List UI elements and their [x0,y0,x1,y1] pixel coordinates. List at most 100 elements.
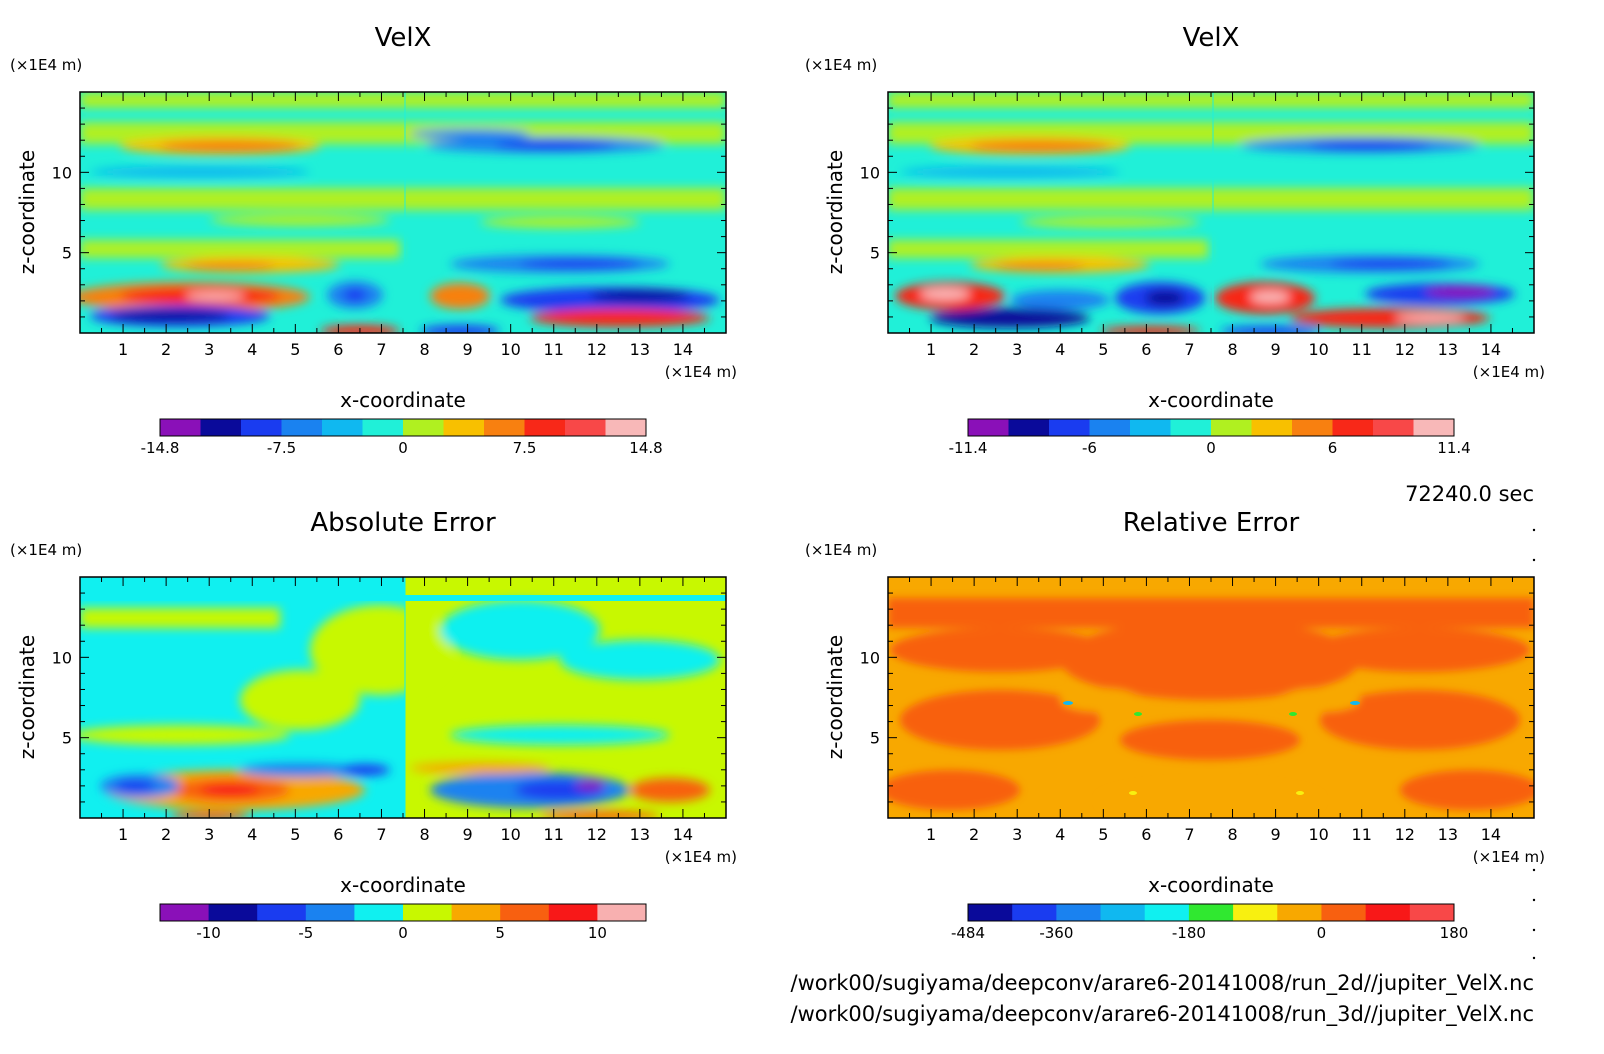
colorbar-swatch [305,904,355,921]
x-tick-label: 7 [376,340,386,359]
colorbar-swatch [160,904,210,921]
colorbar-swatch [484,419,525,436]
colorbar-swatch [548,904,598,921]
x-tick-label: 7 [1184,825,1194,844]
tick-marks [80,577,726,818]
colorbar-swatch [597,904,647,921]
x-tick-label: 5 [290,825,300,844]
y-tick-label: 5 [62,729,72,748]
colorbar-swatch [565,419,606,436]
colorbar-label: -484 [951,924,985,942]
colorbar-label: 14.8 [629,439,662,457]
y-tick-label: 10 [52,163,72,182]
colorbar-swatch [451,904,501,921]
colorbar-frame [159,418,647,437]
panel-title: VelX [375,23,432,53]
dot-marks [1532,528,1536,960]
x-tick-label: 3 [1012,340,1022,359]
x-tick-label: 10 [1308,825,1328,844]
x-tick-label: 4 [247,340,257,359]
y-tick-label: 10 [860,648,880,667]
colorbar-swatch [1211,419,1252,436]
panel-relative-error: Relative Error (×1E4 m) z-coordinate [805,508,1545,942]
x-tick-label: 13 [1438,340,1458,359]
y-tick-label: 5 [62,244,72,263]
y-tick-labels: 5 10 [860,648,880,747]
colorbar-label: -11.4 [949,439,988,457]
y-unit-label: (×1E4 m) [805,541,877,559]
colorbar-swatch [160,419,201,436]
colorbar-swatch [1089,419,1131,436]
x-tick-label: 2 [969,340,979,359]
x-tick-label: 1 [118,825,128,844]
x-tick-label: 11 [1352,825,1372,844]
x-tick-label: 4 [1055,825,1065,844]
x-tick-label: 8 [1227,825,1237,844]
colorbar-swatch [500,904,550,921]
colorbar-swatch [1012,904,1057,921]
x-tick-label: 11 [544,825,564,844]
x-axis-label: x-coordinate [1148,388,1274,412]
colorbar-label: -180 [1172,924,1206,942]
colorbar-label: 0 [398,439,408,457]
colorbar: -484 -360 -180 0 180 [951,903,1468,942]
x-tick-label: 7 [376,825,386,844]
y-axis-label: z-coordinate [15,150,39,274]
colorbar: -14.8 -7.5 0 7.5 14.8 [141,418,663,457]
colorbar-label: 6 [1328,439,1338,457]
file-path-1: /work00/sugiyama/deepconv/arare6-2014100… [791,971,1534,996]
colorbar-label: 11.4 [1437,439,1470,457]
colorbar-swatch [1373,419,1414,436]
colorbar-label: 5 [495,924,505,942]
x-tick-label: 5 [1098,340,1108,359]
tick-marks [888,92,1534,333]
x-tick-label: 2 [161,825,171,844]
colorbar-frame [159,903,647,922]
colorbar-swatch [1170,419,1212,436]
panel-title: Relative Error [1123,508,1300,538]
x-tick-label: 1 [118,340,128,359]
y-tick-labels: 5 10 [52,163,72,262]
x-tick-label: 4 [1055,340,1065,359]
y-axis-label: z-coordinate [823,635,847,759]
colorbar-swatch [354,904,404,921]
colorbar-swatch [1413,419,1455,436]
x-tick-label: 1 [926,825,936,844]
x-tick-labels: 1 2 3 4 5 6 7 8 9 10 11 12 13 14 [118,825,693,844]
x-tick-label: 10 [500,340,520,359]
x-tick-label: 11 [544,340,564,359]
x-tick-labels: 1 2 3 4 5 6 7 8 9 10 11 12 13 14 [118,340,693,359]
x-unit-label: (×1E4 m) [665,363,737,381]
y-tick-label: 10 [52,648,72,667]
x-tick-label: 12 [1395,340,1415,359]
colorbar-swatch [1321,904,1367,921]
colorbar-label: -14.8 [141,439,180,457]
x-tick-label: 13 [630,340,650,359]
colorbar-swatch [968,904,1013,921]
x-tick-label: 14 [673,340,693,359]
x-tick-label: 6 [1141,340,1151,359]
tick-marks [888,577,1534,818]
colorbar-label: -360 [1039,924,1073,942]
colorbar-swatch [257,904,307,921]
x-tick-label: 9 [1271,340,1281,359]
x-tick-label: 6 [1141,825,1151,844]
y-unit-label: (×1E4 m) [10,541,82,559]
contour-field [888,92,1534,333]
x-tick-label: 6 [333,340,343,359]
colorbar-swatch [362,419,404,436]
x-unit-label: (×1E4 m) [665,848,737,866]
x-tick-label: 12 [1395,825,1415,844]
y-tick-label: 5 [870,244,880,263]
colorbar-frame [967,903,1455,922]
contour-field [888,577,1534,818]
x-tick-label: 14 [673,825,693,844]
x-tick-label: 1 [926,340,936,359]
x-unit-label: (×1E4 m) [1473,363,1545,381]
panel-velx-left: VelX (×1E4 m) z-coordinate [10,23,737,457]
y-unit-label: (×1E4 m) [805,56,877,74]
colorbar-label: -5 [298,924,313,942]
colorbar-label: 0 [1206,439,1216,457]
x-tick-label: 9 [463,340,473,359]
x-tick-label: 2 [969,825,979,844]
